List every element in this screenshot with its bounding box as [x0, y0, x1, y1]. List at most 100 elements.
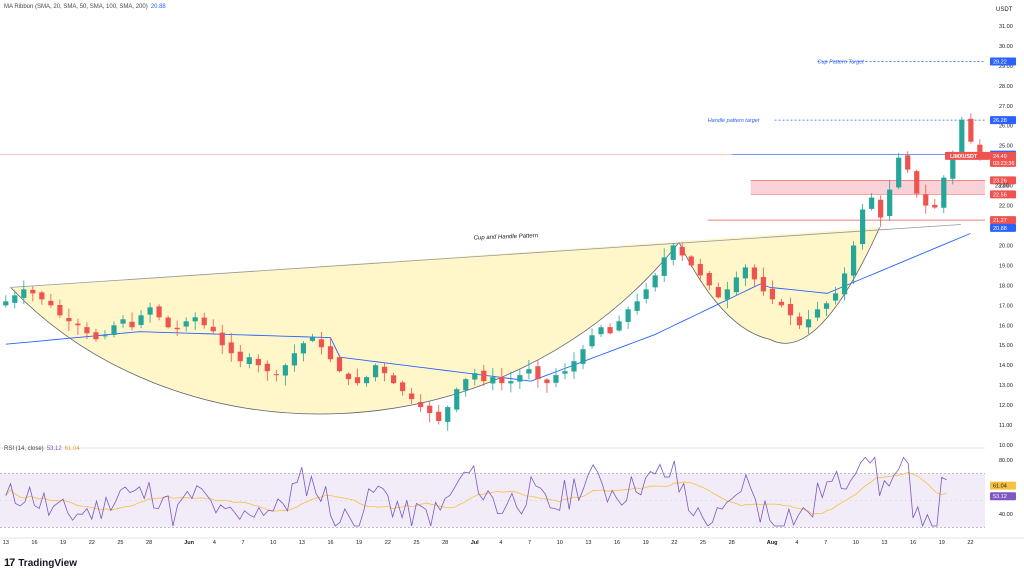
time-tick-label: 19 — [60, 540, 66, 546]
price-tick-label: 23.00 — [999, 184, 1013, 190]
candle-body — [869, 197, 875, 209]
time-tick-label: 22 — [385, 540, 391, 546]
candle-body — [544, 379, 550, 384]
symbol-tag-box — [945, 151, 990, 160]
candle-body — [409, 393, 415, 400]
time-tick-label: 16 — [327, 540, 333, 546]
candle-body — [363, 377, 370, 384]
time-tick-label: 7 — [242, 540, 245, 546]
price-tick-label: 20.00 — [999, 243, 1013, 249]
time-tick-label: Aug — [767, 540, 778, 546]
time-tick-label: 4 — [213, 540, 216, 546]
price-tick-label: 19.00 — [999, 263, 1013, 269]
candle-body — [832, 293, 839, 301]
candle-body — [490, 377, 496, 384]
candle-body — [3, 301, 9, 306]
rsi-ma-value: 61.04 — [64, 446, 80, 452]
candle-body — [391, 375, 397, 384]
time-tick-label: 13 — [3, 540, 9, 546]
price-tick-label: 17.00 — [999, 303, 1013, 309]
candle-body — [12, 295, 18, 303]
candle-body — [977, 144, 983, 156]
indicator-legend[interactable]: MA Ribbon (SMA, 20, SMA, 50, SMA, 100, S… — [4, 4, 166, 10]
candle-body — [697, 263, 703, 276]
rsi-line — [5, 456, 947, 528]
time-tick-label: 10 — [270, 540, 276, 546]
candle-body — [571, 361, 577, 372]
candle-body — [959, 119, 965, 154]
rsi-name: RSI (14, close) — [4, 446, 44, 452]
candle-body — [950, 153, 956, 179]
candle-body — [778, 301, 785, 306]
price-label-box — [990, 190, 1016, 199]
candle-body — [499, 377, 505, 384]
time-tick-label: 13 — [585, 540, 591, 546]
time-tick-label: 19 — [643, 540, 649, 546]
price-tick-label: 26.00 — [999, 124, 1013, 130]
candle-body — [760, 277, 767, 292]
time-tick-label: 22 — [967, 540, 973, 546]
candle-body — [643, 289, 649, 299]
tradingview-brand[interactable]: 17 TradingView — [4, 557, 77, 569]
time-tick-label: 25 — [700, 540, 706, 546]
candle-body — [237, 351, 243, 362]
cup-target-label: Cup Pattern Target — [818, 59, 865, 65]
price-tick-label: 30.00 — [999, 44, 1013, 50]
candle-body — [336, 357, 343, 372]
cup-rim-line — [10, 224, 961, 288]
price-tick-label: 28.00 — [999, 84, 1013, 90]
price-label-box — [990, 57, 1016, 66]
candle-body — [174, 327, 180, 330]
candle-body — [30, 289, 36, 294]
candle-body — [616, 321, 622, 331]
candle-body — [553, 375, 559, 383]
candle-body — [291, 353, 297, 366]
zone-inner-label: 23.00 — [995, 184, 1009, 190]
price-tick-label: 27.00 — [999, 104, 1013, 110]
candle-body — [481, 370, 487, 382]
price-tick-label: 13.00 — [999, 383, 1013, 389]
candle-body — [751, 267, 757, 280]
candle-body — [823, 303, 830, 309]
price-label-text: 26.28 — [993, 118, 1007, 124]
time-tick-label: 28 — [442, 540, 448, 546]
candle-body — [327, 346, 334, 360]
candle-body — [851, 245, 857, 276]
time-tick-label: 25 — [413, 540, 419, 546]
candle-body — [841, 273, 848, 295]
price-label-box — [990, 116, 1016, 125]
price-label-text: 03:23:36 — [993, 161, 1014, 167]
candle-body — [526, 369, 532, 374]
candle-body — [508, 381, 514, 384]
candle-body — [445, 407, 451, 422]
candle-body — [607, 327, 613, 334]
price-label-text: 24.49 — [993, 154, 1007, 160]
candle-body — [923, 194, 929, 206]
candle-body — [941, 177, 947, 208]
candle-body — [246, 357, 252, 365]
candle-body — [219, 332, 225, 346]
rsi-ma-label-box — [990, 481, 1016, 490]
price-tick-label: 16.00 — [999, 323, 1013, 329]
price-tick-label: 18.00 — [999, 283, 1013, 289]
time-tick-label: 25 — [117, 540, 123, 546]
price-tick-label: 15.00 — [999, 343, 1013, 349]
candle-body — [932, 204, 938, 208]
time-tick-label: 19 — [356, 540, 362, 546]
candle-body — [400, 382, 406, 392]
rsi-ma-label-text: 61.04 — [993, 484, 1007, 490]
brand-name: TradingView — [18, 557, 77, 569]
rsi-legend[interactable]: RSI (14, close) 53.12 61.04 — [4, 446, 80, 452]
candle-body — [318, 339, 325, 348]
rsi-label-text: 53.12 — [993, 494, 1007, 500]
candle-body — [724, 289, 730, 300]
time-tick-label: 13 — [881, 540, 887, 546]
cup-outline — [10, 242, 680, 415]
price-tick-label: 31.00 — [999, 24, 1013, 30]
tradingview-logo-icon: 17 — [4, 557, 15, 569]
candle-body — [48, 300, 54, 306]
candle-body — [309, 337, 316, 341]
price-label-text: 23.26 — [993, 178, 1007, 184]
